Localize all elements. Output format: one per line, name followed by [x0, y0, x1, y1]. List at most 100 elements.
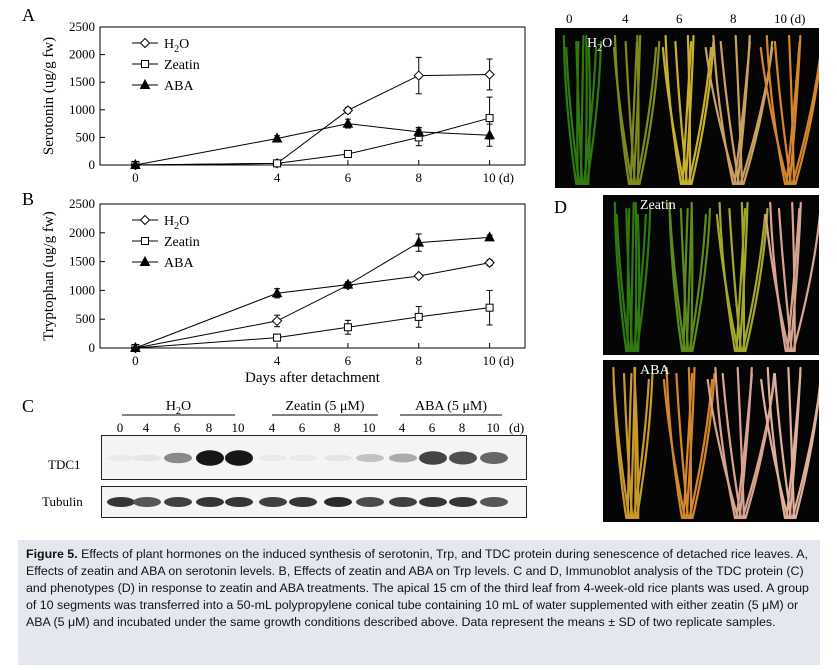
leaf-bundle-zeatin-1: [636, 213, 641, 353]
leaf-bundle-zeatin-2: [679, 207, 690, 353]
chart-a-point-triangle: [271, 132, 283, 143]
tubulin-blot-strip: [101, 486, 527, 518]
panel-letter-c: C: [22, 396, 35, 416]
tdc1-band: [324, 454, 352, 462]
chart-a-legend-label: H2O: [164, 37, 189, 55]
photo-zeatin: [603, 195, 819, 355]
chart-a-ytick-label: 2500: [69, 19, 95, 34]
leaf-bundle-zeatin-4: [769, 201, 787, 353]
leaf-bundle-day6: [687, 46, 713, 186]
caption-text: Effects of plant hormones on the induced…: [26, 547, 809, 629]
caption-title: Figure 5.: [26, 547, 78, 561]
tdc1-band: [356, 454, 384, 462]
chart-b-point-triangle: [413, 236, 425, 247]
leaf-bundle-day6: [661, 46, 686, 186]
photo-label-aba: ABA: [640, 363, 670, 378]
chart-a-xtick-label: 4: [274, 170, 281, 185]
chart-b-legend-marker-triangle: [139, 255, 151, 266]
leaf-bundle-day10: [773, 40, 793, 186]
tubulin-band: [164, 497, 192, 507]
chart-a-xtick-label: 6: [345, 170, 352, 185]
tdc1-band: [196, 450, 224, 466]
leaf-bundle-day10: [794, 61, 819, 186]
leaf-bundle-aba-4: [791, 385, 819, 520]
chart-b-legend-label: Zeatin: [164, 235, 200, 250]
photo-day-label: 10 (d): [774, 11, 806, 26]
leaf-bundle-day0: [565, 46, 581, 186]
leaf-bundle-day4: [635, 46, 658, 186]
chart-b-ytick-label: 2500: [69, 196, 95, 211]
photo-aba: [603, 360, 819, 522]
leaf-bundle-aba-4: [788, 366, 802, 520]
blot-lane-label: 6: [174, 420, 181, 435]
chart-a-xtick-label: 8: [416, 170, 423, 185]
leaf-bundle-zeatin-2: [682, 207, 689, 353]
chart-a-legend-marker-square: [141, 60, 149, 68]
chart-a-plot-frame: [99, 26, 526, 166]
photo-day-label: 4: [622, 11, 629, 26]
tubulin-band: [107, 497, 135, 507]
tubulin-band: [289, 497, 317, 507]
chart-b-ytick-label: 500: [76, 311, 96, 326]
tdc1-band: [480, 452, 508, 464]
tdc1-band: [289, 454, 317, 462]
leaf-bundle-aba-3: [744, 372, 776, 520]
leaf-bundle-aba-2: [687, 366, 693, 520]
leaf-bundle-aba-4: [766, 366, 787, 520]
photo-day-label: 0: [566, 11, 573, 26]
blot-lane-label: 8: [206, 420, 213, 435]
leaf-bundle-aba-1: [626, 372, 633, 520]
leaf-bundle-day0: [584, 34, 588, 186]
tdc1-band: [389, 453, 417, 463]
chart-a-ytick-label: 500: [76, 129, 96, 144]
chart-b-ytick-label: 2000: [69, 225, 95, 240]
leaf-bundle-aba-3: [714, 366, 737, 520]
chart-a-legend-label: Zeatin: [164, 58, 200, 73]
blot-lane-label: 6: [429, 420, 436, 435]
leaf-bundle-aba-2: [662, 378, 687, 520]
leaf-bundle-zeatin-4: [777, 207, 793, 353]
chart-b-point-triangle: [130, 341, 141, 352]
tubulin-band: [133, 497, 161, 507]
blot-lane-label: 6: [299, 420, 306, 435]
blot-lane-label: 0: [117, 420, 124, 435]
leaf-bundle-zeatin-3: [740, 201, 746, 353]
chart-b-xtick-label: 6: [345, 353, 352, 368]
tdc1-band: [419, 451, 447, 465]
tdc1-band: [259, 454, 287, 462]
chart-a-ylabel: Serotonin (ug/g fw): [41, 37, 57, 155]
blot-lane-label: 10: [363, 420, 376, 435]
leaf-bundle-day0: [562, 34, 578, 186]
chart-a-point-diamond: [413, 70, 424, 81]
leaf-bundle-day4: [636, 34, 640, 186]
leaf-bundle-aba-3: [706, 378, 740, 520]
chart-b-point-square: [273, 333, 282, 342]
leaf-bundle-day8: [704, 46, 738, 186]
chart-b-point-square: [485, 303, 494, 312]
leaf-bundle-aba-4: [760, 378, 790, 520]
leaf-bundle-zeatin-3: [728, 207, 743, 353]
tdc1-blot-strip: [101, 435, 527, 480]
blot-lane-label: 10: [487, 420, 500, 435]
tubulin-band: [225, 497, 253, 507]
chart-b-point-triangle: [342, 278, 354, 289]
blot-group-label: H2O: [166, 399, 191, 417]
leaf-bundle-day4: [612, 46, 634, 186]
panel-letter-b: B: [22, 189, 35, 209]
blot-lane-label: 10: [232, 420, 245, 435]
leaf-bundle-aba-3: [736, 366, 746, 520]
panel-letter-d: D: [554, 197, 567, 217]
leaf-bundle-day4: [638, 40, 661, 186]
chart-a-point-square: [485, 114, 494, 123]
photo-top-h2o: [555, 28, 819, 188]
leaf-bundle-day10: [788, 34, 802, 186]
tubulin-band: [356, 497, 384, 507]
chart-a-point-diamond: [342, 105, 354, 116]
blot-lane-label: 8: [334, 420, 341, 435]
tdc1-band: [164, 452, 192, 464]
leaf-bundle-day10: [759, 46, 790, 186]
chart-b-point-triangle: [271, 287, 283, 298]
chart-b-point-square: [343, 323, 352, 332]
tubulin-band: [196, 497, 224, 507]
chart-b-point-diamond: [271, 315, 283, 327]
